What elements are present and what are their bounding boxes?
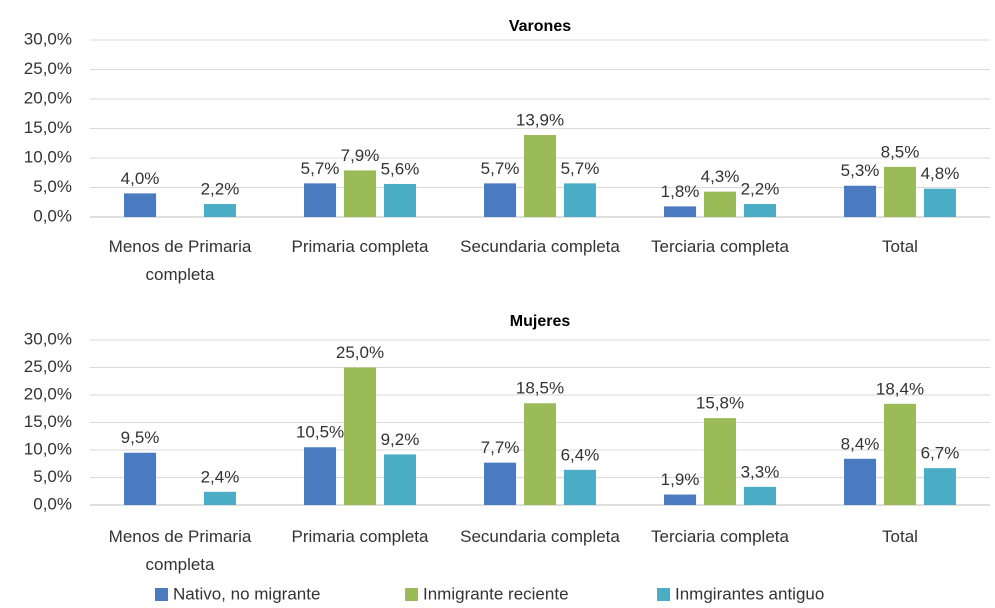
data-label: 2,2%: [741, 180, 780, 199]
bar: [923, 188, 956, 217]
chart-title: Varones: [509, 18, 571, 35]
data-label: 7,9%: [341, 146, 380, 165]
y-tick-label: 15,0%: [24, 412, 72, 431]
data-label: 5,6%: [381, 159, 420, 178]
bar: [883, 403, 917, 505]
y-tick-label: 15,0%: [24, 118, 72, 137]
bar: [203, 204, 236, 217]
legend-label: Nativo, no migrante: [173, 584, 320, 603]
data-label: 1,9%: [661, 470, 700, 489]
data-label: 5,7%: [561, 159, 600, 178]
x-tick-label: Terciaria completa: [651, 527, 789, 546]
data-label: 18,5%: [516, 379, 564, 398]
data-label: 4,8%: [921, 164, 960, 183]
x-tick-label: Primaria completa: [291, 237, 429, 256]
y-tick-label: 25,0%: [24, 59, 72, 78]
bar: [883, 166, 917, 217]
y-tick-label: 25,0%: [24, 357, 72, 376]
data-label: 9,2%: [381, 430, 420, 449]
data-label: 9,5%: [121, 428, 160, 447]
bar: [703, 191, 737, 217]
bar: [484, 183, 517, 217]
data-label: 2,4%: [201, 467, 240, 486]
data-label: 3,3%: [741, 462, 780, 481]
data-label: 5,7%: [481, 159, 520, 178]
bar: [124, 193, 157, 217]
legend-label: Inmigrante reciente: [423, 584, 569, 603]
data-label: 5,7%: [301, 159, 340, 178]
bar: [563, 183, 596, 217]
y-tick-label: 20,0%: [24, 88, 72, 107]
data-label: 5,3%: [841, 161, 880, 180]
y-tick-label: 0,0%: [33, 206, 72, 225]
data-label: 15,8%: [696, 394, 744, 413]
x-tick-label: Total: [882, 237, 918, 256]
bar: [124, 452, 157, 505]
y-tick-label: 10,0%: [24, 147, 72, 166]
bar: [484, 462, 517, 505]
bar: [923, 468, 956, 505]
legend-swatch: [155, 588, 168, 601]
legend-label: Inmgirantes antiguo: [675, 584, 824, 603]
bar: [523, 403, 557, 505]
x-tick-label: Terciaria completa: [651, 237, 789, 256]
y-tick-label: 10,0%: [24, 439, 72, 458]
x-tick-label: Menos de Primaria completa: [108, 237, 252, 284]
data-label: 7,7%: [481, 438, 520, 457]
x-tick-label: Primaria completa: [291, 527, 429, 546]
legend-swatch: [657, 588, 670, 601]
bar: [203, 491, 236, 505]
bar: [703, 418, 737, 505]
y-tick-label: 30,0%: [24, 29, 72, 48]
y-tick-label: 5,0%: [33, 467, 72, 486]
data-label: 6,7%: [921, 444, 960, 463]
bar: [343, 170, 377, 217]
bar: [563, 469, 596, 505]
y-tick-label: 30,0%: [24, 329, 72, 348]
data-label: 2,2%: [201, 180, 240, 199]
legend-swatch: [405, 588, 418, 601]
data-label: 25,0%: [336, 343, 384, 362]
bar: [664, 206, 697, 217]
bar: [304, 183, 337, 217]
y-tick-label: 20,0%: [24, 384, 72, 403]
bar: [664, 494, 697, 505]
y-tick-label: 0,0%: [33, 494, 72, 513]
chart-title: Mujeres: [510, 313, 571, 330]
data-label: 1,8%: [661, 182, 700, 201]
bar: [304, 447, 337, 505]
data-label: 4,0%: [121, 169, 160, 188]
data-label: 6,4%: [561, 445, 600, 464]
data-label: 10,5%: [296, 423, 344, 442]
bar: [343, 367, 377, 505]
data-label: 8,5%: [881, 142, 920, 161]
bar: [844, 185, 877, 217]
bar: [844, 458, 877, 505]
x-tick-label: Menos de Primaria completa: [108, 527, 252, 574]
data-label: 8,4%: [841, 434, 880, 453]
data-label: 13,9%: [516, 110, 564, 129]
bar: [523, 134, 557, 217]
x-tick-label: Total: [882, 527, 918, 546]
bar: [383, 183, 416, 217]
bar: [743, 486, 776, 505]
y-tick-label: 5,0%: [33, 177, 72, 196]
x-tick-label: Secundaria completa: [460, 527, 620, 546]
x-tick-label: Secundaria completa: [460, 237, 620, 256]
data-label: 4,3%: [701, 167, 740, 186]
data-label: 18,4%: [876, 379, 924, 398]
bar: [743, 204, 776, 217]
bar: [383, 454, 416, 505]
